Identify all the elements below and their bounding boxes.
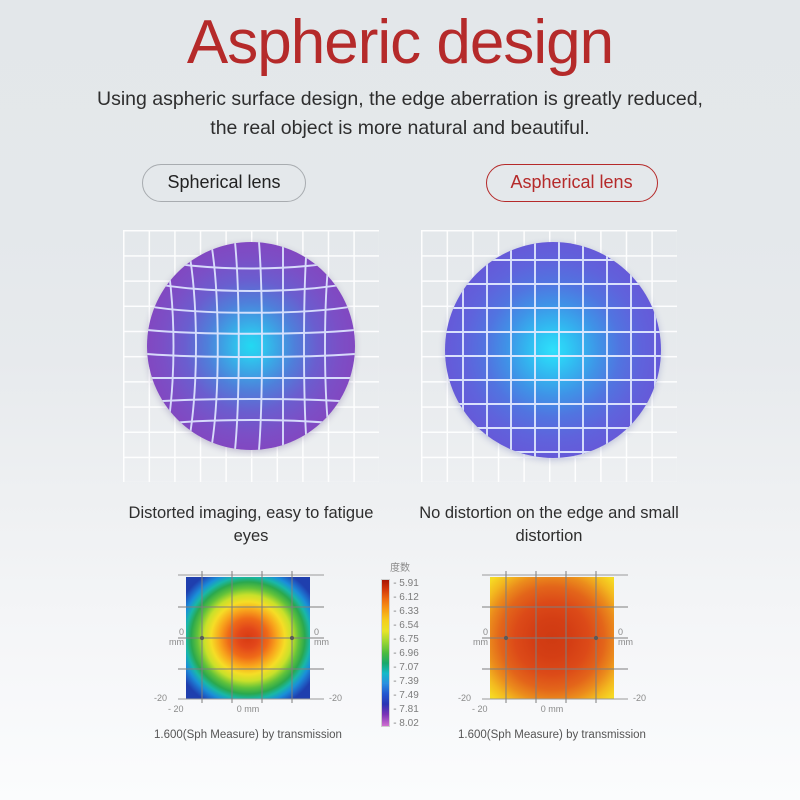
tab-aspherical-lens[interactable]: Aspherical lens (485, 163, 658, 202)
distorted-grid-icon (147, 241, 355, 450)
page-subtitle: Using aspheric surface design, the edge … (97, 88, 703, 139)
colorbar-tick: - 7.49 (393, 689, 419, 701)
y-tick-bottom-left-aspherical: -20 (458, 692, 472, 703)
spherical-lens-disc (147, 241, 355, 450)
lens-illustration-row: Distorted imaging, easy to fatigue eyes (0, 224, 800, 549)
lens-stage-aspherical (413, 224, 685, 488)
x-tick-min-aspherical: - 20 (472, 703, 488, 714)
page-title: Aspheric design (186, 8, 614, 77)
caption-spherical: Distorted imaging, easy to fatigue eyes (128, 503, 374, 546)
aspherical-lens-disc (445, 241, 661, 458)
y-axis-label-left-spherical: 0 mm (169, 626, 184, 647)
heatmap-caption-spherical: 1.600(Sph Measure) by transmission (154, 728, 342, 741)
tab-spherical-lens[interactable]: Spherical lens (142, 163, 306, 202)
lens-type-tab-row: Spherical lens Aspherical lens (0, 163, 800, 202)
heatmap-row: 0 mm 0 mm -20 -20 - 20 0 mm 1.600(Sph Meas… (0, 563, 800, 741)
y-axis-label-right-aspherical: 0 mm (618, 626, 633, 647)
colorbar-tick: - 6.33 (393, 605, 419, 617)
colorbar-tick: - 8.02 (393, 717, 419, 729)
x-tick-min-spherical: - 20 (168, 703, 184, 714)
heatmap-plot-aspherical: 0 mm 0 mm -20 -20 - 20 0 mm (452, 563, 652, 723)
caption-aspherical: No distortion on the edge and small dist… (419, 503, 679, 546)
colorbar-body: - 5.91 - 6.12 - 6.33 - 6.54 - 6.75 - 6.9… (363, 577, 437, 729)
colorbar-tick: - 5.91 (393, 577, 419, 589)
colorbar-tick: - 7.07 (393, 661, 419, 673)
colorbar-tick: - 7.81 (393, 703, 419, 715)
y-axis-label-right-spherical: 0 mm (314, 626, 329, 647)
colorbar: 度数 - 5.91 - 6.12 - 6.33 - 6.54 - 6.75 - … (363, 559, 437, 729)
colorbar-tick: - 6.54 (393, 619, 419, 631)
colorbar-gradient-strip (381, 578, 391, 727)
heatmap-panel-aspherical: 0 mm 0 mm -20 -20 - 20 0 mm 1.600(Sph Meas… (452, 563, 652, 741)
lens-stage-spherical (115, 224, 387, 488)
heatmap-panel-spherical: 0 mm 0 mm -20 -20 - 20 0 mm 1.600(Sph Meas… (148, 563, 348, 741)
heatmap-field-spherical (186, 576, 310, 699)
y-axis-label-left-aspherical: 0 mm (473, 626, 488, 647)
heatmap-plot-spherical: 0 mm 0 mm -20 -20 - 20 0 mm (148, 563, 348, 723)
heatmap-caption-aspherical: 1.600(Sph Measure) by transmission (458, 728, 646, 741)
heatmap-field-aspherical (490, 576, 614, 699)
y-tick-bottom-right-aspherical: -20 (632, 692, 646, 703)
x-axis-label-spherical: 0 mm (236, 703, 260, 714)
colorbar-tick: - 6.96 (393, 647, 419, 659)
colorbar-tick: - 7.39 (393, 675, 419, 687)
colorbar-tick: - 6.75 (393, 633, 419, 645)
colorbar-tick: - 6.12 (393, 591, 419, 603)
page-header: Aspheric design Using aspheric surface d… (0, 0, 800, 142)
colorbar-tick-list: - 5.91 - 6.12 - 6.33 - 6.54 - 6.75 - 6.9… (393, 577, 419, 729)
lens-panel-aspherical: No distortion on the edge and small dist… (413, 224, 685, 549)
regular-grid-icon (445, 241, 661, 458)
lens-panel-spherical: Distorted imaging, easy to fatigue eyes (115, 224, 387, 549)
y-tick-bottom-right-spherical: -20 (328, 692, 342, 703)
colorbar-title: 度数 (390, 562, 410, 574)
x-axis-label-aspherical: 0 mm (540, 703, 564, 714)
y-tick-bottom-left-spherical: -20 (154, 692, 168, 703)
